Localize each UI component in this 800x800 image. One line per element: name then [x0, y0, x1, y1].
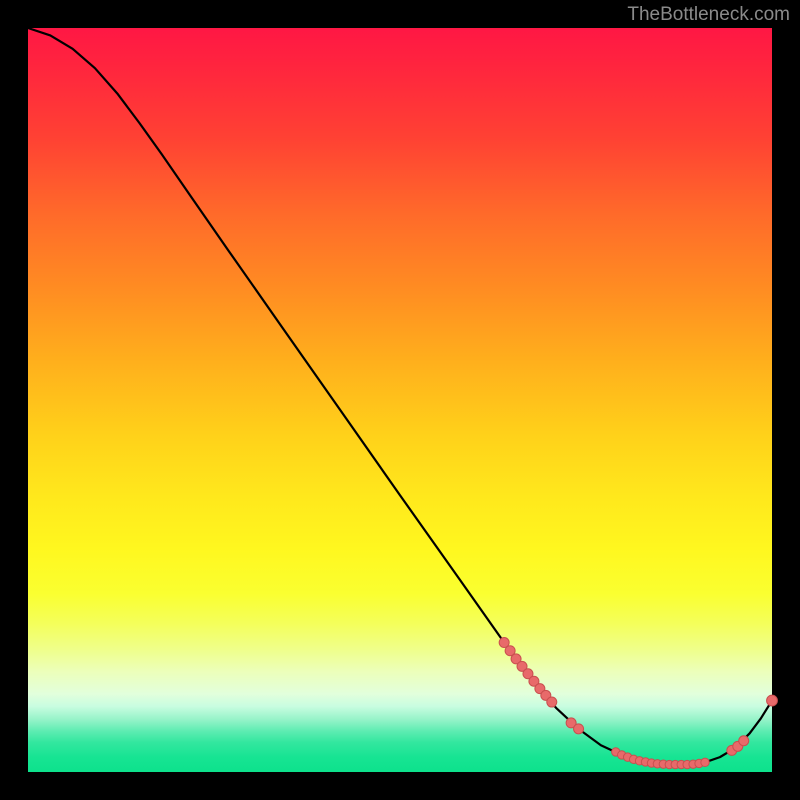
marker-point	[701, 758, 709, 766]
curve-layer	[28, 28, 772, 772]
watermark-text: TheBottleneck.com	[627, 4, 790, 26]
bottleneck-curve	[28, 28, 772, 765]
marker-point	[574, 724, 584, 734]
plot-area	[28, 28, 772, 772]
marker-point	[767, 695, 778, 706]
marker-point	[739, 736, 749, 746]
marker-point	[547, 697, 557, 707]
curve-markers	[499, 638, 777, 769]
